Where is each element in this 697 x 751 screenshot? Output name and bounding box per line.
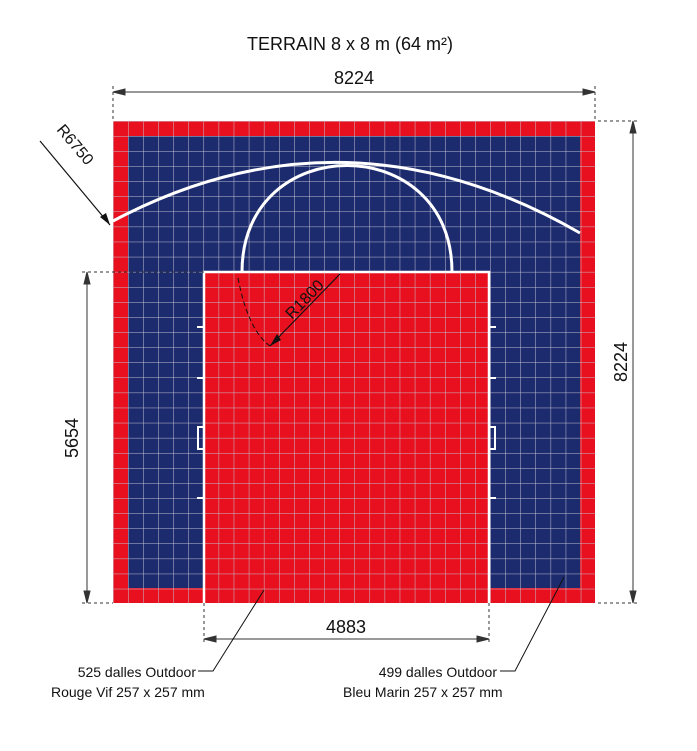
red-tiles-spec-label: Rouge Vif 257 x 257 mm [51, 684, 205, 700]
right-height-dimension [598, 120, 638, 604]
blue-tiles-spec-label: Bleu Marin 257 x 257 mm [343, 684, 503, 700]
left-height-label: 5654 [62, 418, 82, 458]
top-width-label: 8224 [334, 68, 374, 88]
arc-radius-marker: R6750 [39, 122, 111, 226]
three-point-arc [112, 160, 581, 235]
top-width-dimension [112, 86, 596, 121]
left-height-dimension [82, 271, 204, 604]
blue-tiles-count-label: 499 dalles Outdoor [379, 664, 498, 680]
legend-leaders [198, 576, 565, 672]
key-circle-arc [240, 164, 454, 273]
court-lines [112, 160, 581, 603]
right-height-label: 8224 [611, 342, 631, 382]
tile-grid [113, 121, 595, 603]
court [113, 121, 595, 603]
bottom-width-label: 4883 [326, 617, 366, 637]
arc-radius-label: R6750 [53, 122, 96, 169]
diagram-title: TERRAIN 8 x 8 m (64 m²) [247, 34, 453, 54]
bottom-width-dimension [203, 603, 490, 645]
red-tiles-count-label: 525 dalles Outdoor [78, 664, 197, 680]
